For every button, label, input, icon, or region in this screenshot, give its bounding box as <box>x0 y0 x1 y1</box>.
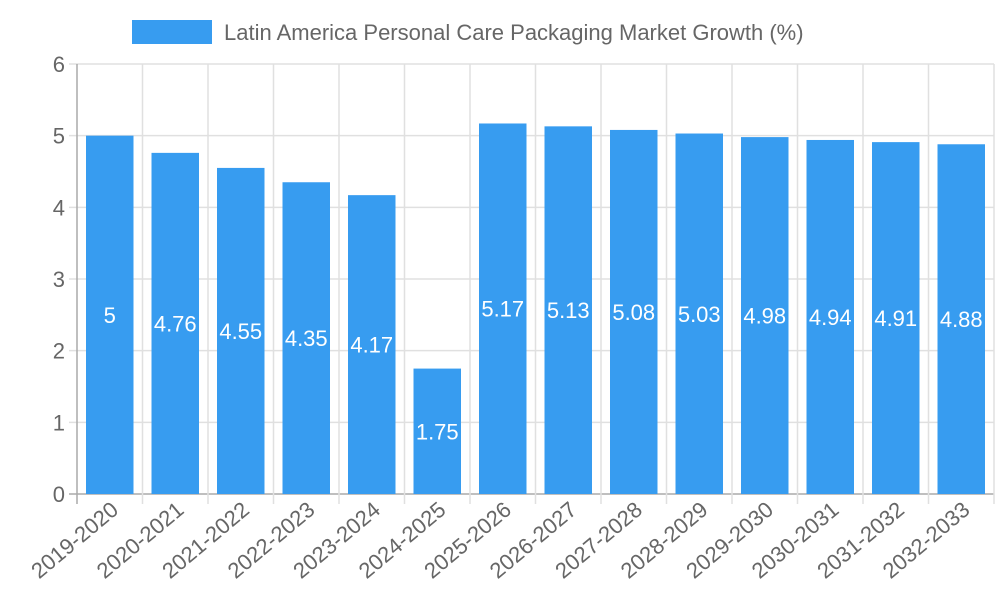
bar <box>610 129 658 494</box>
bar-value-label: 4.94 <box>809 305 852 330</box>
bar <box>86 135 134 494</box>
bar-value-label: 4.88 <box>940 307 983 332</box>
bar-value-label: 5.03 <box>678 302 721 327</box>
y-tick-label: 2 <box>53 339 65 364</box>
y-tick-label: 5 <box>53 124 65 149</box>
bar <box>348 195 396 494</box>
bar-value-label: 4.35 <box>285 326 328 351</box>
y-tick-label: 1 <box>53 410 65 435</box>
bar <box>413 368 461 494</box>
bar-value-label: 5.17 <box>481 297 524 322</box>
bar <box>741 137 789 494</box>
bar <box>675 133 723 494</box>
y-tick-label: 6 <box>53 52 65 77</box>
bar <box>151 152 199 494</box>
bar-value-label: 4.98 <box>743 304 786 329</box>
bars: 5 4.76 4.55 4.35 4.17 1.75 5.17 5.13 5.08 5.03 4.9… <box>86 123 985 494</box>
y-tick-label: 0 <box>53 482 65 507</box>
bar <box>872 142 920 494</box>
bar-value-label: 4.55 <box>219 319 262 344</box>
bar-value-label: 1.75 <box>416 419 459 444</box>
bar <box>479 123 527 494</box>
bar-value-label: 4.76 <box>154 311 197 336</box>
y-tick-label: 3 <box>53 267 65 292</box>
legend-label: Latin America Personal Care Packaging Ma… <box>224 20 804 45</box>
bar <box>544 126 592 494</box>
bar-value-label: 5.08 <box>612 300 655 325</box>
grid <box>69 63 995 504</box>
legend[interactable]: Latin America Personal Care Packaging Ma… <box>132 20 804 45</box>
bar <box>217 167 265 494</box>
legend-swatch <box>132 20 212 44</box>
bar <box>937 144 985 494</box>
bar <box>282 182 330 494</box>
bar-value-label: 5 <box>104 303 116 328</box>
bar <box>806 139 854 494</box>
y-tick-label: 4 <box>53 195 65 220</box>
bar-value-label: 4.91 <box>874 306 917 331</box>
bar-value-label: 4.17 <box>350 333 393 358</box>
bar-value-label: 5.13 <box>547 298 590 323</box>
